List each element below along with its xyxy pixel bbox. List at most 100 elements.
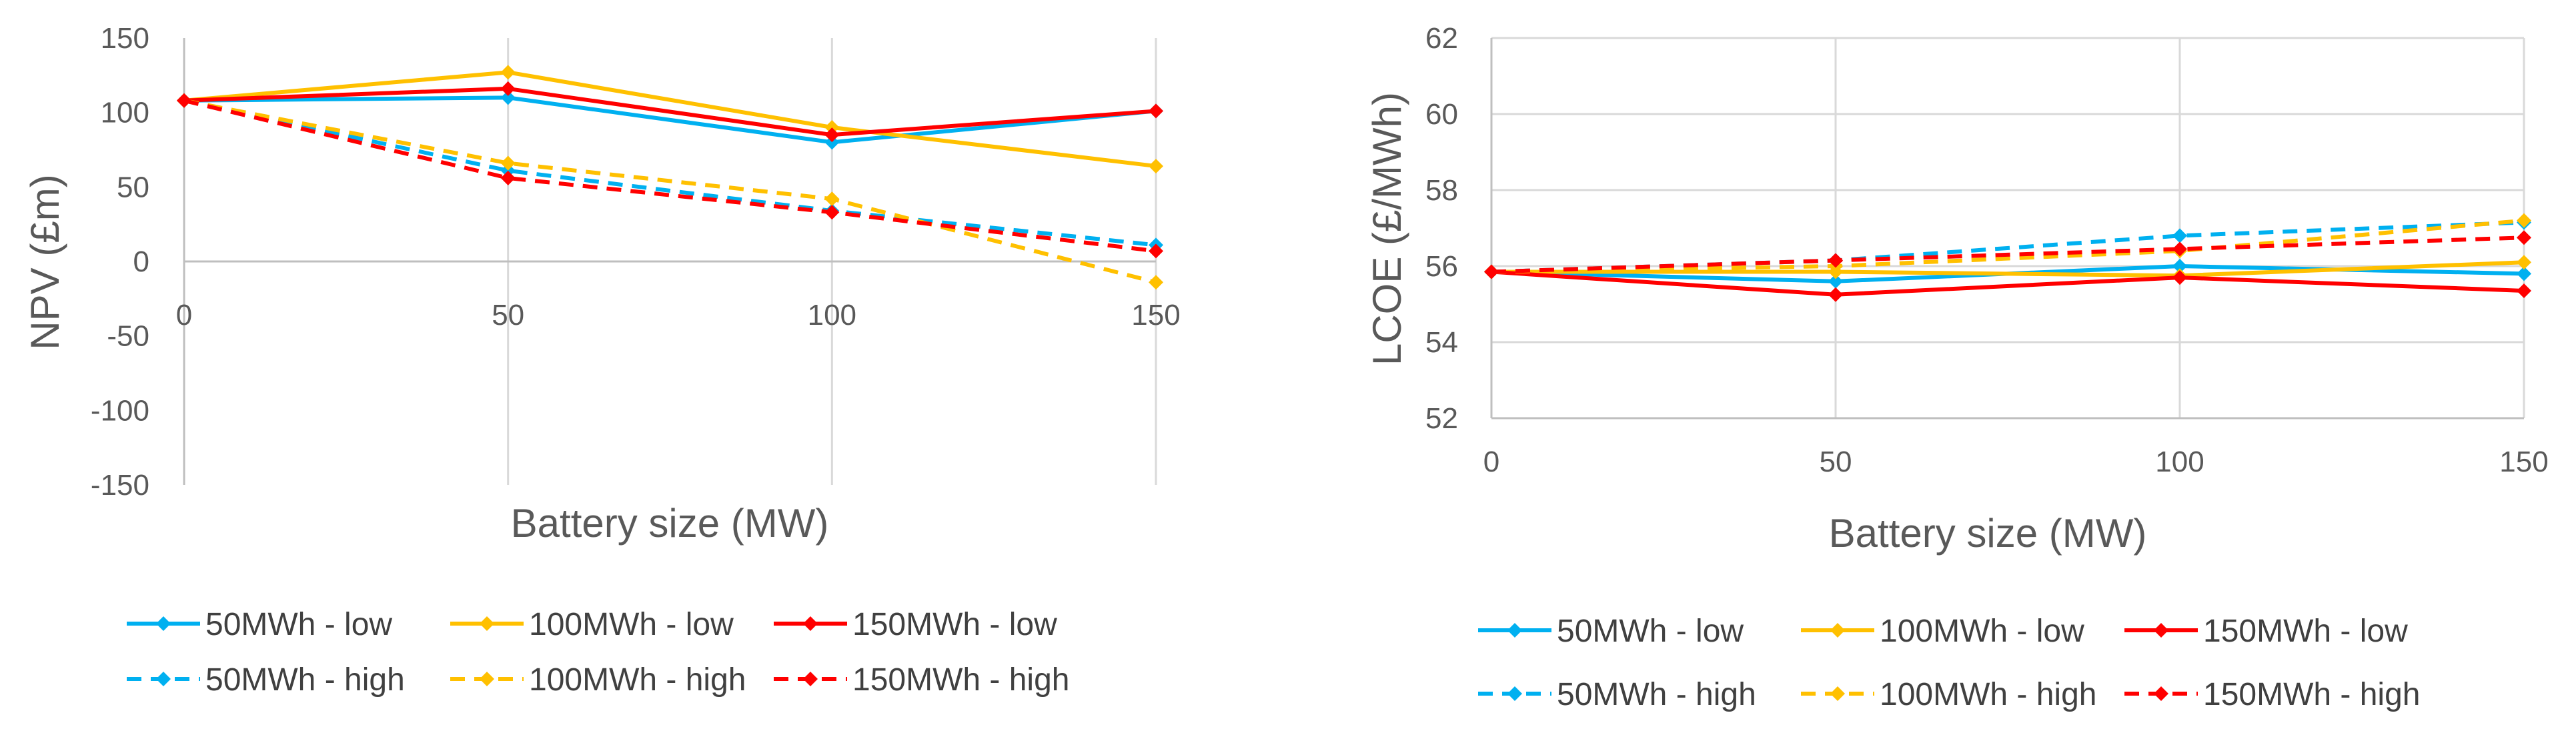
npv-legend-label-5: 150MWh - high xyxy=(852,662,1069,698)
lcoe-legend-label-4: 100MWh - high xyxy=(1880,677,2096,712)
npv-y-axis-title: NPV (£m) xyxy=(23,174,67,349)
npv-legend-swatch-marker-3 xyxy=(156,672,171,686)
npv-y-tick-label-3: 0 xyxy=(133,245,149,278)
lcoe-x-tick-label-1: 50 xyxy=(1820,446,1852,478)
npv-series-line-0 xyxy=(183,95,1157,145)
lcoe-series-5-point-3 xyxy=(2517,230,2531,245)
lcoe-series-line-2 xyxy=(1491,269,2525,297)
npv-legend-label-2: 150MWh - low xyxy=(852,607,1057,642)
npv-series-2-point-1 xyxy=(500,81,516,96)
lcoe-series-5-point-2 xyxy=(2172,241,2187,257)
lcoe-series-2-point-2 xyxy=(2172,270,2187,285)
npv-series-4-point-3 xyxy=(1149,275,1163,290)
lcoe-series-0-point-1 xyxy=(1828,273,1843,289)
lcoe-x-axis-title: Battery size (MW) xyxy=(1829,511,2147,556)
lcoe-legend-swatch-marker-2 xyxy=(2154,623,2168,638)
npv-series-3-point-1 xyxy=(500,163,516,178)
lcoe-legend-swatch-marker-0 xyxy=(1507,623,1522,638)
npv-series-4-point-1 xyxy=(500,155,516,171)
lcoe-series-0-point-3 xyxy=(2517,266,2531,281)
lcoe-series-1-point-3 xyxy=(2517,255,2531,270)
lcoe-series-4-point-3 xyxy=(2517,213,2531,228)
npv-legend-swatch-marker-1 xyxy=(480,616,494,631)
npv-series-line-5 xyxy=(183,98,1157,253)
npv-series-2-point-3 xyxy=(1149,103,1163,119)
lcoe-gridlines xyxy=(1491,37,2525,418)
lcoe-legend-label-2: 150MWh - low xyxy=(2203,614,2408,649)
npv-x-axis-title: Battery size (MW) xyxy=(511,501,829,546)
lcoe-x-tick-label-2: 100 xyxy=(2155,446,2204,478)
lcoe-legend-label-0: 50MWh - low xyxy=(1557,614,1744,649)
npv-series-0-point-2 xyxy=(824,135,840,150)
lcoe-y-tick-label-1: 54 xyxy=(1425,326,1458,359)
lcoe-series-5-point-0 xyxy=(1484,264,1499,279)
lcoe-y-tick-label-3: 58 xyxy=(1425,174,1458,207)
npv-y-tick-label-4: 50 xyxy=(117,171,149,203)
npv-series-line-3 xyxy=(183,98,1157,247)
lcoe-series xyxy=(1484,213,2531,302)
lcoe-legend-swatch-marker-4 xyxy=(1830,686,1845,701)
lcoe-y-tick-label-4: 60 xyxy=(1425,98,1458,131)
npv-x-tick-label-1: 50 xyxy=(492,299,524,331)
npv-series-4-point-2 xyxy=(824,191,840,207)
npv-tick-labels: -150 -100 -50 0 50 100 150 0 50 100 150 xyxy=(91,22,1181,502)
npv-chart: -150 -100 -50 0 50 100 150 0 50 100 150 Battery si… xyxy=(23,22,1181,698)
lcoe-series-2-point-3 xyxy=(2517,283,2531,299)
npv-legend-swatch-marker-0 xyxy=(156,616,171,631)
lcoe-y-tick-label-0: 52 xyxy=(1425,402,1458,435)
lcoe-legend: 50MWh - low 100MWh - low 150MWh - low 50MWh… xyxy=(1478,614,2420,712)
lcoe-legend-swatch-marker-3 xyxy=(1507,686,1522,701)
npv-series-5-point-0 xyxy=(177,93,191,108)
lcoe-tick-labels: 52 54 56 58 60 62 0 50 100 150 xyxy=(1425,22,2549,478)
npv-y-tick-label-2: -50 xyxy=(107,320,149,353)
npv-legend-label-4: 100MWh - high xyxy=(529,662,746,698)
npv-y-tick-label-0: -150 xyxy=(91,469,149,502)
npv-y-tick-label-6: 150 xyxy=(101,22,149,55)
npv-legend-swatch-marker-4 xyxy=(480,672,494,686)
lcoe-y-tick-label-5: 62 xyxy=(1425,22,1458,55)
npv-legend-swatch-marker-2 xyxy=(803,616,818,631)
npv-series-line-4 xyxy=(183,98,1157,285)
lcoe-series-line-4 xyxy=(1491,218,2525,274)
npv-y-tick-label-5: 100 xyxy=(101,97,149,129)
lcoe-series-line-3 xyxy=(1491,220,2525,274)
lcoe-axes xyxy=(1490,38,2524,420)
lcoe-x-tick-label-0: 0 xyxy=(1483,446,1499,478)
lcoe-y-axis-title: LCOE (£/MWh) xyxy=(1365,92,1409,365)
npv-series-2-point-2 xyxy=(824,127,840,143)
npv-series-line-2 xyxy=(183,86,1157,137)
npv-axes xyxy=(183,38,1156,485)
lcoe-legend-swatch-marker-1 xyxy=(1830,623,1845,638)
npv-series xyxy=(177,65,1163,290)
npv-series-1-point-2 xyxy=(824,120,840,135)
npv-x-tick-label-3: 150 xyxy=(1131,299,1180,331)
npv-legend: 50MWh - low 100MWh - low 150MWh - low 50MWh… xyxy=(127,607,1069,698)
lcoe-legend-label-3: 50MWh - high xyxy=(1557,677,1756,712)
lcoe-y-tick-label-2: 56 xyxy=(1425,250,1458,283)
npv-legend-swatch-marker-5 xyxy=(803,672,818,686)
lcoe-legend-label-5: 150MWh - high xyxy=(2203,677,2420,712)
npv-x-tick-label-2: 100 xyxy=(808,299,856,331)
lcoe-series-5-point-1 xyxy=(1828,253,1843,268)
npv-series-line-1 xyxy=(183,70,1157,169)
npv-series-1-point-3 xyxy=(1149,159,1163,174)
npv-series-5-point-1 xyxy=(500,170,516,185)
lcoe-x-tick-label-3: 150 xyxy=(2499,446,2548,478)
lcoe-legend-label-1: 100MWh - low xyxy=(1880,614,2084,649)
lcoe-series-0-point-2 xyxy=(2172,259,2187,273)
lcoe-series-2-point-1 xyxy=(1828,287,1843,302)
npv-x-tick-label-0: 0 xyxy=(176,299,192,331)
npv-series-5-point-2 xyxy=(824,205,840,220)
npv-y-tick-label-1: -100 xyxy=(91,394,149,427)
npv-series-1-point-1 xyxy=(500,65,516,80)
npv-legend-label-3: 50MWh - high xyxy=(205,662,405,698)
npv-series-5-point-3 xyxy=(1149,243,1163,259)
lcoe-series-line-1 xyxy=(1491,260,2525,278)
lcoe-series-line-5 xyxy=(1491,235,2525,274)
npv-series-0-point-1 xyxy=(500,90,516,105)
npv-legend-label-1: 100MWh - low xyxy=(529,607,734,642)
npv-legend-label-0: 50MWh - low xyxy=(205,607,392,642)
lcoe-series-3-point-2 xyxy=(2172,228,2187,243)
